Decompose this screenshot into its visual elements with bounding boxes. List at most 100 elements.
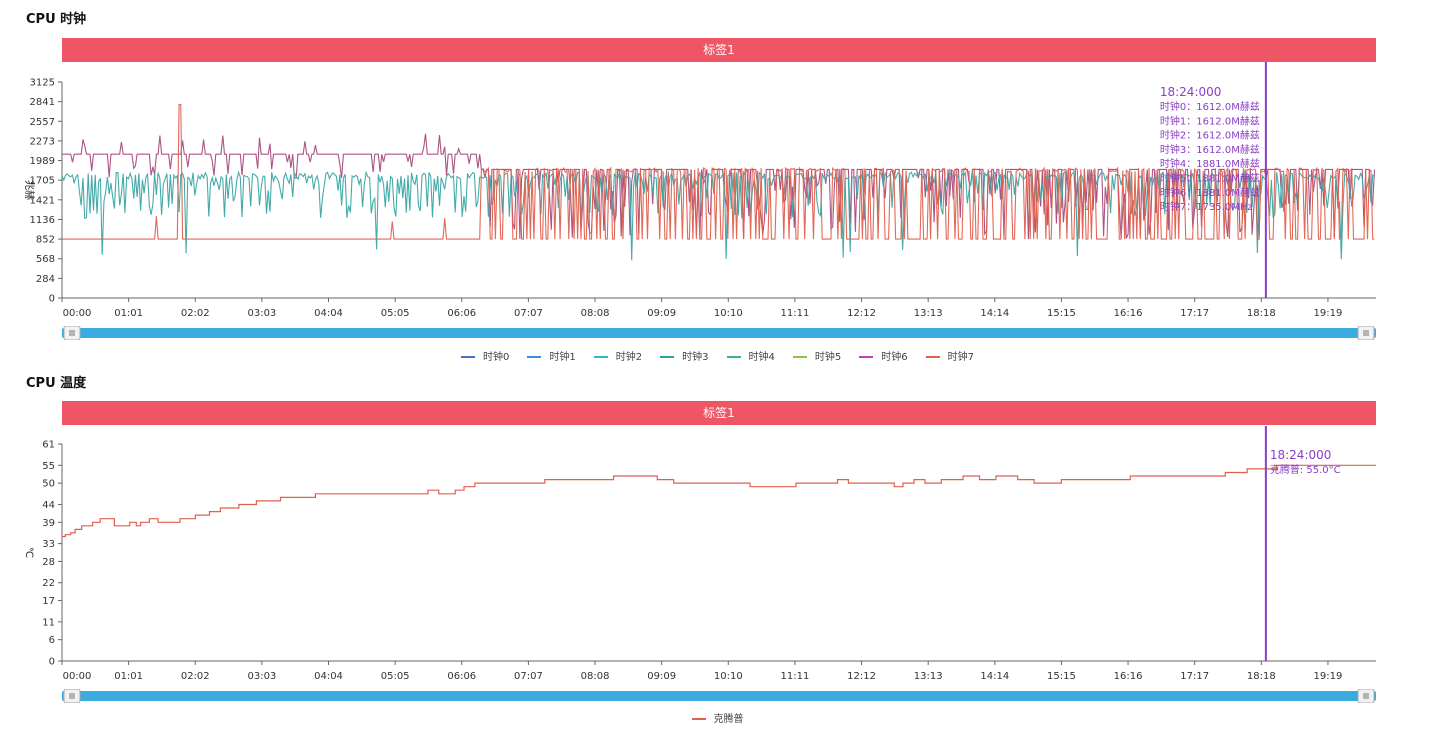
y-tick-label: 1136 (30, 215, 55, 226)
legend-swatch (691, 718, 706, 720)
x-tick-label: 08:08 (581, 671, 610, 682)
y-tick-label: 2557 (30, 117, 55, 128)
legend-swatch (859, 356, 874, 358)
legend: 时钟0 时钟1 时钟2 时钟3 时钟4 时钟5 时钟6 时钟7 (0, 348, 1435, 363)
tag-banner[interactable]: 标签1 (62, 38, 1376, 62)
legend-swatch (593, 356, 608, 358)
y-tick-label: 568 (36, 254, 55, 265)
x-tick-label: 18:18 (1247, 308, 1276, 319)
legend-swatch (660, 356, 675, 358)
y-tick-label: 22 (42, 578, 55, 589)
x-tick-label: 15:15 (1047, 671, 1076, 682)
tooltip-line: 时钟0：1612.0M赫兹 (1160, 100, 1260, 113)
x-tick-label: 09:09 (647, 671, 676, 682)
y-axis-label: ℃ (23, 547, 34, 558)
x-tick-label: 14:14 (980, 671, 1009, 682)
y-tick-label: 1421 (30, 195, 55, 206)
legend: 克腾普 (0, 710, 1435, 725)
legend-item[interactable]: 时钟2 (593, 348, 643, 363)
legend-item[interactable]: 时钟0 (461, 348, 509, 363)
legend-swatch (461, 356, 475, 358)
tooltip-line: 克腾普: 55.0°C (1270, 463, 1341, 476)
x-tick-label: 02:02 (181, 671, 210, 682)
legend-swatch (925, 356, 940, 358)
x-tick-label: 12:12 (847, 671, 876, 682)
x-tick-label: 17:17 (1180, 308, 1209, 319)
y-tick-label: 33 (42, 539, 55, 550)
cpu-temp-chart[interactable]: 61 55 50 44 39 33 28 22 17 11 6 0 ℃ 00:00 01:01 02:02 03… (0, 366, 1435, 732)
slider-graphic (62, 325, 1376, 341)
cpu-clock-chart[interactable]: 3125 2841 2557 2273 1989 1705 1421 1136 852 568 28… (0, 0, 1435, 366)
tooltip-line: 时钟3：1612.0M赫兹 (1160, 143, 1260, 156)
x-tick-label: 07:07 (514, 671, 543, 682)
legend-item[interactable]: 时钟3 (660, 348, 709, 363)
legend-swatch (792, 356, 807, 358)
time-range-slider[interactable] (62, 688, 1376, 704)
x-tick-label: 04:04 (314, 671, 343, 682)
y-tick-label: 11 (42, 617, 55, 628)
legend-label: 时钟1 (549, 352, 576, 363)
x-tick-label: 12:12 (847, 308, 876, 319)
y-tick-label: 1705 (30, 176, 55, 187)
x-tick-label: 03:03 (247, 308, 276, 319)
legend-label: 时钟0 (483, 352, 510, 363)
x-tick-label: 15:15 (1047, 308, 1076, 319)
tooltip-line: 时钟4：1881.0M赫兹 (1160, 157, 1260, 170)
legend-label: 时钟4 (748, 352, 775, 363)
legend-item[interactable]: 时钟4 (726, 348, 775, 363)
x-tick-label: 01:01 (114, 671, 143, 682)
x-tick-label: 18:18 (1247, 671, 1276, 682)
y-tick-label: 2841 (30, 97, 55, 108)
x-tick-label: 16:16 (1114, 308, 1143, 319)
tooltip-time: 18:24:000 (1270, 448, 1332, 462)
y-axis-label: 兆赫 (23, 180, 35, 200)
legend-item[interactable]: 时钟5 (792, 348, 842, 363)
y-tick-label: 852 (36, 235, 55, 246)
tooltip-line: 时钟5：1881.0M赫兹 (1160, 172, 1260, 185)
legend-item[interactable]: 时钟1 (527, 348, 576, 363)
tag-banner[interactable]: 标签1 (62, 401, 1376, 425)
x-tick-label: 11:11 (780, 308, 809, 319)
legend-item[interactable]: 时钟7 (925, 348, 974, 363)
legend-label: 时钟7 (947, 352, 974, 363)
x-tick-label: 07:07 (514, 308, 543, 319)
x-tick-label: 02:02 (181, 308, 210, 319)
y-tick-label: 17 (42, 596, 55, 607)
x-tick-label: 04:04 (314, 308, 343, 319)
x-tick-label: 06:06 (447, 308, 476, 319)
x-tick-label: 13:13 (914, 671, 943, 682)
x-tick-label: 00:00 (63, 308, 92, 319)
panel-title: CPU 时钟 (26, 12, 87, 27)
cpu-clock-panel: CPU 时钟 标签1 3125 2841 2557 2273 1989 1705 1421 1… (0, 0, 1435, 366)
x-tick-label: 19:19 (1314, 671, 1343, 682)
x-tick-label: 16:16 (1114, 671, 1143, 682)
legend-label: 时钟2 (615, 352, 643, 363)
tooltip-line: 时钟2：1612.0M赫兹 (1160, 129, 1260, 142)
legend-swatch (726, 356, 741, 358)
y-tick-label: 2273 (30, 136, 55, 147)
x-tick-label: 19:19 (1314, 308, 1343, 319)
legend-label: 时钟3 (682, 352, 709, 363)
tooltip-time: 18:24:000 (1160, 85, 1222, 99)
series-line (62, 103, 1375, 240)
series-line (62, 464, 1376, 538)
slider-graphic (62, 688, 1376, 704)
time-range-slider[interactable] (62, 325, 1376, 341)
x-tick-label: 01:01 (114, 308, 143, 319)
tooltip-line: 时钟7：1735.0MHz (1160, 200, 1253, 213)
x-tick-label: 05:05 (381, 308, 410, 319)
x-tick-label: 08:08 (581, 308, 610, 319)
tooltip-line: 时钟1：1612.0M赫兹 (1160, 114, 1260, 127)
x-tick-label: 06:06 (447, 671, 476, 682)
legend-label: 时钟5 (814, 352, 842, 363)
x-tick-label: 05:05 (381, 671, 410, 682)
legend-item[interactable]: 时钟6 (859, 348, 908, 363)
y-tick-label: 44 (42, 500, 55, 511)
x-tick-label: 10:10 (714, 671, 743, 682)
x-tick-label: 00:00 (63, 671, 92, 682)
x-tick-label: 13:13 (914, 308, 943, 319)
y-tick-label: 0 (49, 657, 55, 668)
x-tick-label: 09:09 (647, 308, 676, 319)
legend-item[interactable]: 克腾普 (691, 710, 744, 725)
y-tick-label: 0 (49, 294, 55, 305)
